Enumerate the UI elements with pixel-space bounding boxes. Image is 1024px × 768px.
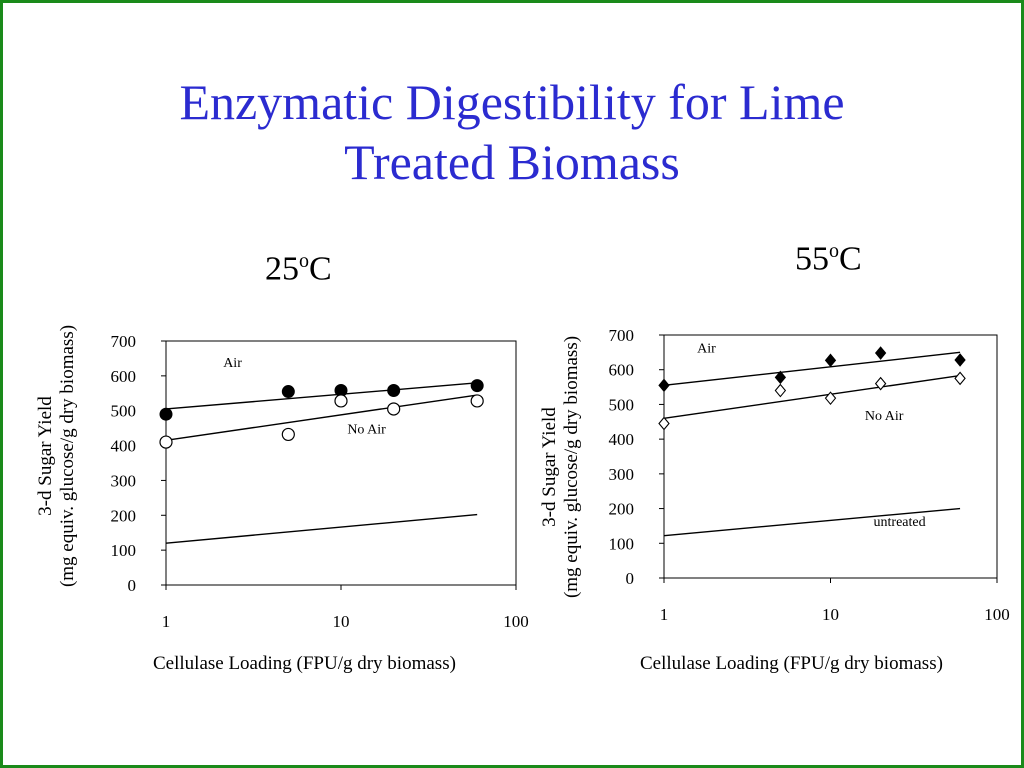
annotation-no-air: No Air [865, 409, 904, 424]
panel-label-25c: 25oC [265, 250, 332, 288]
panel-label-degree: o [829, 240, 839, 262]
y-tick-label: 0 [128, 576, 137, 595]
y-tick-label: 700 [609, 326, 635, 345]
annotation-air: Air [697, 341, 716, 356]
annotation-untreated: untreated [874, 515, 926, 530]
data-point-air [281, 385, 295, 399]
panel-label-unit: C [839, 240, 862, 278]
plot-frame [165, 340, 517, 586]
data-point-no-air [824, 391, 837, 406]
panel-label-number: 25 [265, 250, 299, 288]
x-tick-label: 10 [822, 605, 839, 624]
data-point-air [658, 378, 670, 393]
y-tick-label: 600 [609, 361, 635, 380]
fit-line-no-air [165, 394, 478, 442]
y-tick-label: 400 [609, 430, 635, 449]
y-tick-label: 100 [111, 541, 137, 560]
data-point-air [774, 370, 787, 385]
fit-line-air [663, 351, 961, 387]
x-tick-label: 1 [162, 612, 171, 631]
data-point-air [387, 383, 401, 397]
y-tick-label: 300 [111, 471, 137, 490]
fit-line-untreated [663, 507, 961, 537]
data-point-air [470, 379, 484, 393]
annotation-air: Air [223, 356, 242, 371]
fit-line-air [165, 382, 478, 410]
data-point-no-air [470, 394, 484, 408]
slide-title: Enzymatic Digestibility for Lime Treated… [0, 72, 1024, 192]
x-tick-label: 100 [984, 605, 1010, 624]
x-axis-label-55c: Cellulase Loading (FPU/g dry biomass) [640, 653, 943, 674]
data-point-no-air [334, 394, 348, 408]
x-axis-label-25c: Cellulase Loading (FPU/g dry biomass) [153, 653, 456, 674]
data-point-no-air [281, 427, 295, 442]
data-point-no-air [387, 402, 401, 416]
panel-label-55c: 55oC [795, 240, 862, 278]
fit-line-baseline [165, 513, 478, 544]
title-line-2: Treated Biomass [344, 134, 680, 190]
data-point-air [824, 353, 837, 368]
data-point-air [874, 346, 887, 360]
data-point-air [159, 407, 173, 421]
title-line-1: Enzymatic Digestibility for Lime [179, 74, 845, 130]
x-tick-label: 10 [333, 612, 350, 631]
y-tick-label: 600 [111, 367, 137, 386]
panel-label-number: 55 [795, 240, 829, 278]
data-point-no-air [954, 371, 966, 386]
panel-label-unit: C [309, 250, 332, 288]
y-tick-label: 500 [111, 402, 137, 421]
x-tick-label: 100 [503, 612, 529, 631]
y-tick-label: 200 [609, 500, 635, 519]
y-tick-label: 0 [626, 569, 635, 588]
fit-line-no-air [663, 374, 961, 420]
plot-frame [663, 334, 998, 579]
data-point-no-air [658, 416, 670, 431]
x-tick-label: 1 [660, 605, 669, 624]
y-tick-label: 700 [111, 332, 137, 351]
data-point-no-air [774, 383, 787, 398]
y-tick-label: 100 [609, 534, 635, 553]
data-point-no-air [874, 376, 887, 391]
data-point-no-air [159, 435, 173, 449]
y-tick-label: 300 [609, 465, 635, 484]
annotation-no-air: No Air [347, 422, 386, 437]
y-tick-label: 200 [111, 506, 137, 525]
data-point-air [954, 353, 966, 367]
y-tick-label: 400 [111, 437, 137, 456]
panel-label-degree: o [299, 250, 309, 272]
y-tick-label: 500 [609, 395, 635, 414]
